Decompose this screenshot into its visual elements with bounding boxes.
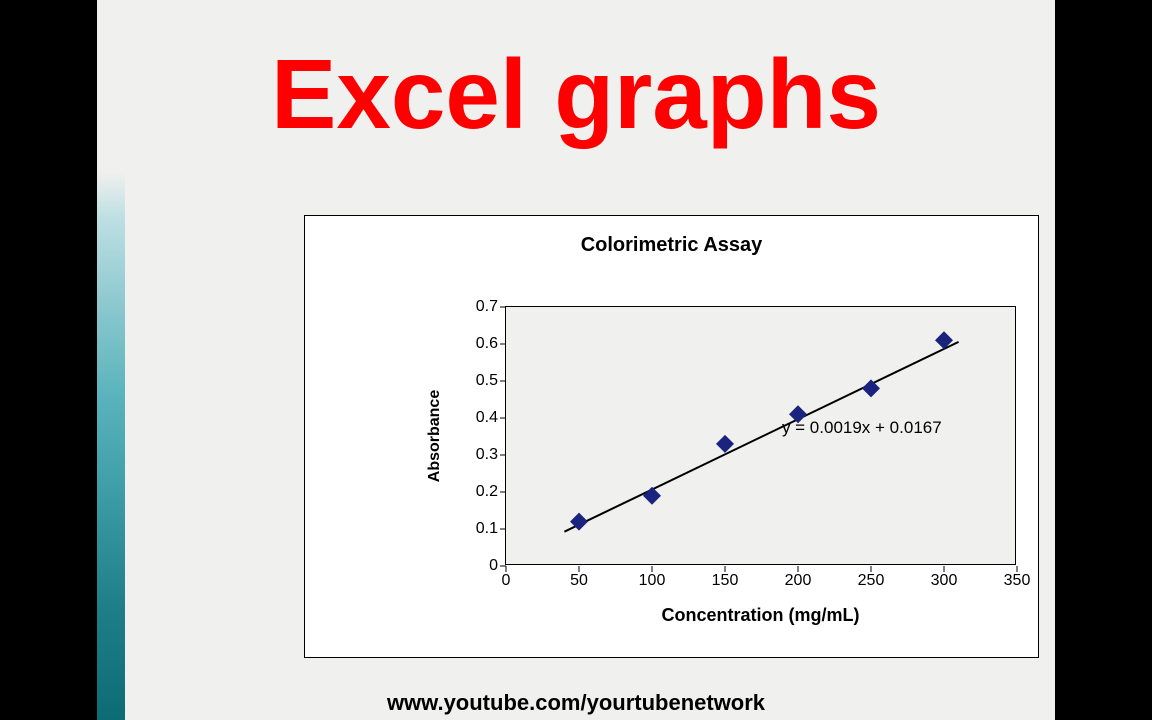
y-tick-label: 0.3 <box>476 446 498 464</box>
y-tick-label: 0.2 <box>476 483 498 501</box>
x-tick-label: 350 <box>1004 572 1031 590</box>
chart-title: Colorimetric Assay <box>305 234 1038 257</box>
x-tick-label: 100 <box>639 572 666 590</box>
page-title: Excel graphs <box>97 38 1055 151</box>
y-tick-label: 0 <box>489 557 498 575</box>
trendline-equation: y = 0.0019x + 0.0167 <box>782 418 942 438</box>
x-tick-label: 0 <box>502 572 511 590</box>
chart-container: Colorimetric Assay y = 0.0019x + 0.0167 … <box>304 215 1039 658</box>
x-tick-label: 150 <box>712 572 739 590</box>
y-tick-label: 0.6 <box>476 335 498 353</box>
y-tick-label: 0.1 <box>476 520 498 538</box>
y-axis-label: Absorbance <box>426 389 444 481</box>
y-tick-label: 0.4 <box>476 409 498 427</box>
footer-url: www.youtube.com/yourtubenetwork <box>97 690 1055 716</box>
x-axis-label: Concentration (mg/mL) <box>662 605 860 626</box>
y-tick-label: 0.7 <box>476 298 498 316</box>
y-tick-label: 0.5 <box>476 372 498 390</box>
x-tick-label: 50 <box>570 572 588 590</box>
x-tick-label: 300 <box>931 572 958 590</box>
x-tick-label: 250 <box>858 572 885 590</box>
x-tick-label: 200 <box>785 572 812 590</box>
plot-area: y = 0.0019x + 0.0167 0501001502002503003… <box>505 306 1016 565</box>
slide: Excel graphs Colorimetric Assay y = 0.00… <box>97 0 1055 720</box>
